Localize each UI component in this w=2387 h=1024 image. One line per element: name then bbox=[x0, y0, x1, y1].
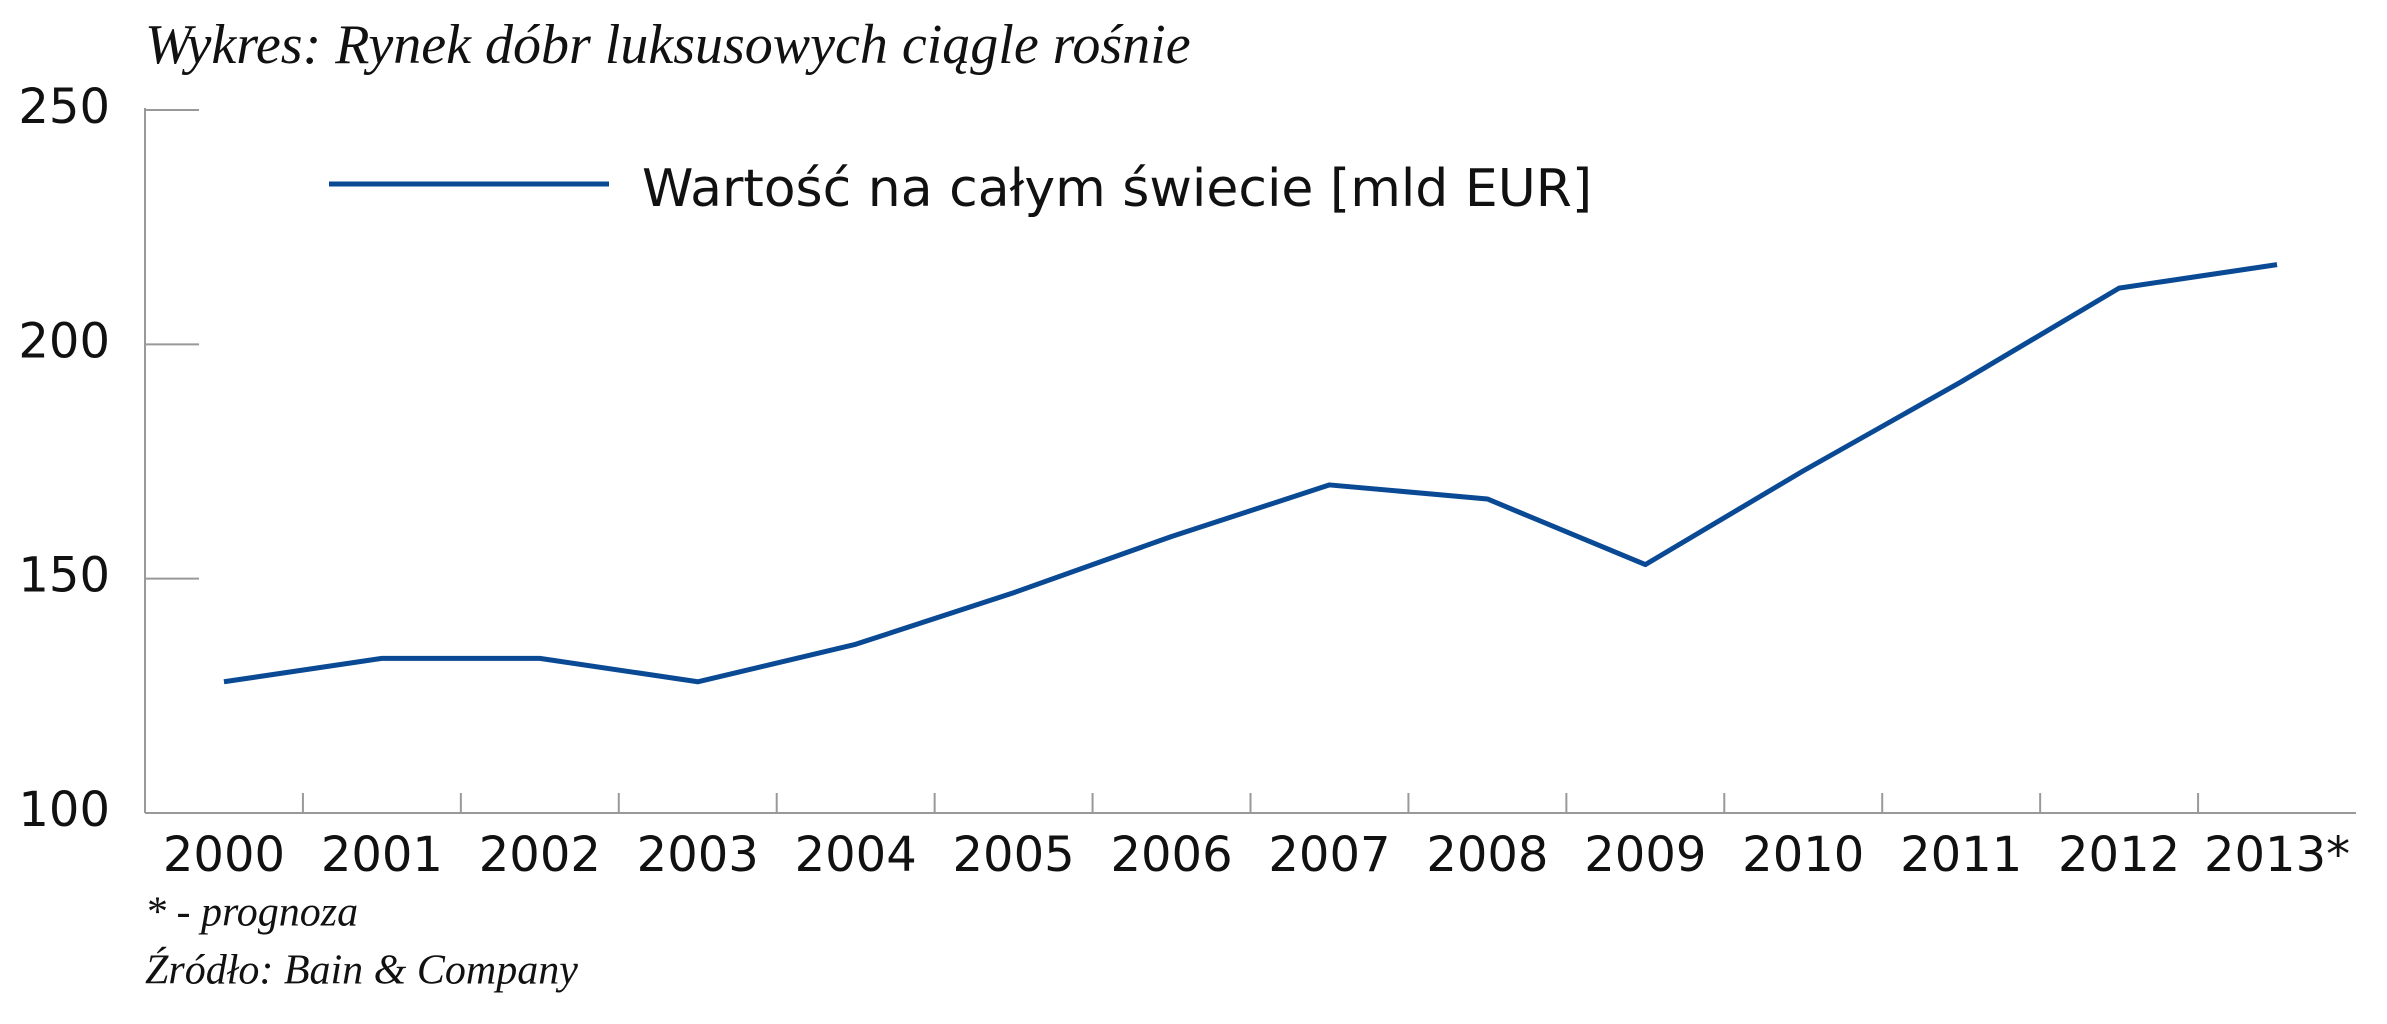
y-tick-label: 250 bbox=[18, 79, 110, 135]
y-tick-label: 150 bbox=[18, 548, 110, 604]
x-tick-label: 2005 bbox=[953, 827, 1075, 883]
y-tick-label: 100 bbox=[18, 782, 110, 838]
y-tick-label: 200 bbox=[18, 313, 110, 369]
x-tick-label: 2001 bbox=[321, 827, 443, 883]
data-line bbox=[223, 262, 2278, 685]
x-tick-label: 2013* bbox=[2204, 827, 2350, 883]
footnote: * - prognoza bbox=[145, 890, 358, 936]
x-tick-label: 2009 bbox=[1584, 827, 1706, 883]
chart-title: Wykres: Rynek dóbr luksusowych ciągle ro… bbox=[145, 14, 1191, 76]
x-tick-label: 2010 bbox=[1742, 827, 1864, 883]
source: Źródło: Bain & Company bbox=[145, 947, 578, 994]
x-tick-label: 2000 bbox=[163, 827, 285, 883]
x-tick-label: 2006 bbox=[1110, 827, 1232, 883]
x-tick-label: 2012 bbox=[2058, 827, 2180, 883]
x-tick-label: 2004 bbox=[795, 827, 917, 883]
x-tick-label: 2002 bbox=[479, 827, 601, 883]
legend-label: Wartość na całym świecie [mld EUR] bbox=[642, 159, 1592, 219]
x-tick-label: 2003 bbox=[637, 827, 759, 883]
x-tick-label: 2011 bbox=[1900, 827, 2022, 883]
x-tick-label: 2008 bbox=[1426, 827, 1548, 883]
x-tick-label: 2007 bbox=[1268, 827, 1390, 883]
